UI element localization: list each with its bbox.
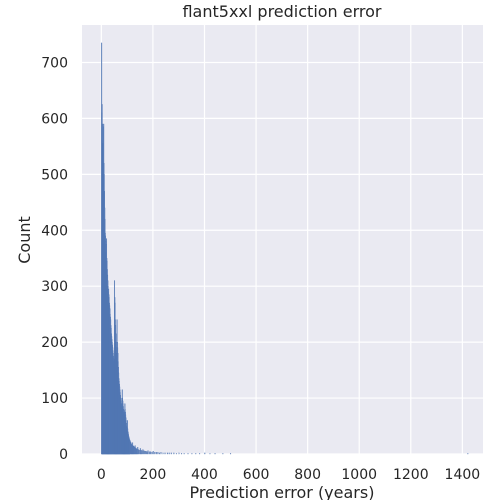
chart-title: flant5xxl prediction error bbox=[182, 2, 381, 21]
histogram-bar bbox=[138, 449, 140, 455]
histogram-bar bbox=[170, 452, 172, 455]
histogram-bar bbox=[175, 453, 177, 455]
histogram-bar bbox=[164, 452, 166, 455]
histogram-bar bbox=[151, 452, 153, 455]
y-axis-label: Count bbox=[15, 216, 34, 264]
x-axis-label: Prediction error (years) bbox=[190, 483, 375, 500]
histogram-bar bbox=[144, 451, 146, 455]
grid-lines bbox=[82, 25, 483, 455]
histogram-bar bbox=[173, 452, 175, 455]
histogram-bar bbox=[140, 449, 142, 455]
x-tick-label: 1000 bbox=[341, 467, 377, 483]
histogram-bar bbox=[214, 453, 216, 455]
histogram-bar bbox=[158, 452, 160, 455]
histogram-bar bbox=[155, 452, 157, 455]
histogram-bar bbox=[142, 449, 144, 455]
histogram-bar bbox=[230, 453, 232, 455]
histogram-bar bbox=[139, 448, 141, 455]
histogram-bar bbox=[191, 453, 193, 455]
histogram-bar bbox=[143, 450, 145, 455]
histogram-bar bbox=[157, 452, 159, 455]
histogram-bar bbox=[145, 451, 147, 455]
histogram-bar bbox=[138, 449, 139, 455]
x-tick-label: 600 bbox=[243, 467, 270, 483]
histogram-bar bbox=[209, 453, 211, 455]
histogram-bar bbox=[146, 451, 148, 455]
y-tick-labels: 0 100 200 300 400 500 600 700 bbox=[41, 55, 68, 463]
x-tick-label: 800 bbox=[294, 467, 321, 483]
y-tick-label: 700 bbox=[41, 55, 68, 71]
histogram-bar bbox=[199, 453, 201, 455]
y-tick-label: 100 bbox=[41, 391, 68, 407]
y-tick-label: 500 bbox=[41, 167, 68, 183]
y-tick-label: 200 bbox=[41, 335, 68, 351]
histogram-bar bbox=[204, 452, 206, 455]
x-tick-label: 0 bbox=[97, 467, 106, 483]
histogram-bar bbox=[183, 453, 185, 455]
histogram-bar bbox=[181, 453, 183, 455]
histogram-bar bbox=[166, 452, 168, 455]
histogram-bar bbox=[187, 453, 189, 455]
histogram-bar bbox=[137, 447, 139, 455]
histogram-bar bbox=[162, 452, 164, 455]
histogram-bar bbox=[467, 453, 469, 455]
histogram-bar bbox=[168, 452, 170, 455]
histogram-bar bbox=[195, 453, 197, 455]
x-tick-label: 1200 bbox=[393, 467, 429, 483]
histogram-bar bbox=[160, 452, 162, 455]
histogram-bar bbox=[148, 451, 150, 455]
plot-background bbox=[82, 25, 483, 454]
histogram-bar bbox=[150, 451, 152, 455]
x-tick-label: 1400 bbox=[445, 467, 481, 483]
histogram-bar bbox=[147, 450, 149, 455]
y-tick-label: 600 bbox=[41, 111, 68, 127]
x-tick-label: 400 bbox=[191, 467, 218, 483]
histogram-bar bbox=[152, 451, 154, 455]
y-tick-label: 300 bbox=[41, 279, 68, 295]
y-tick-label: 0 bbox=[59, 447, 68, 463]
histogram-bars bbox=[101, 42, 469, 455]
histogram-bar bbox=[154, 452, 156, 455]
y-tick-label: 400 bbox=[41, 223, 68, 239]
x-tick-label: 200 bbox=[140, 467, 167, 483]
histogram-bar bbox=[222, 453, 224, 455]
histogram-bar bbox=[141, 450, 143, 455]
histogram-bar bbox=[178, 452, 180, 455]
x-tick-labels: 0 200 400 600 800 1000 1200 1400 bbox=[97, 467, 480, 483]
